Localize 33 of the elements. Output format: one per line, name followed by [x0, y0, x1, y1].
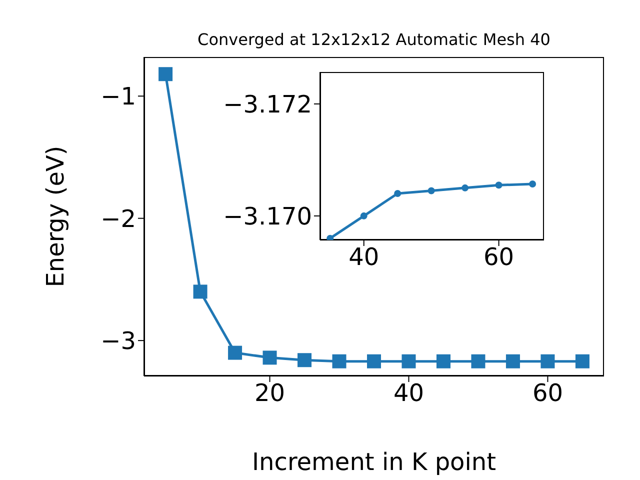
point [262, 350, 277, 365]
point [575, 354, 590, 368]
y-tick-label: −1 [100, 82, 136, 111]
chart-title: Converged at 12x12x12 Automatic Mesh 40 [196, 30, 552, 49]
point [228, 346, 242, 360]
y-tick-label: −3.170 [223, 202, 312, 230]
point [529, 180, 536, 188]
point [428, 187, 435, 194]
x-tick-label: 40 [348, 243, 380, 272]
point [158, 67, 173, 82]
point [332, 354, 346, 368]
point [326, 234, 334, 240]
point [471, 354, 486, 368]
x-tick-label: 60 [484, 243, 514, 272]
point [402, 354, 416, 368]
point [394, 190, 402, 198]
point [436, 354, 450, 368]
point [540, 354, 555, 368]
point [367, 354, 381, 368]
y-tick-label: −3 [100, 327, 136, 356]
y-tick-label: −2 [100, 204, 136, 233]
point [298, 353, 312, 368]
x-tick-label: 20 [254, 379, 286, 408]
y-tick-label: −3.172 [223, 90, 312, 118]
point [193, 284, 208, 299]
x-tick-label: 40 [393, 379, 424, 408]
x-axis-title: Increment in K point [252, 448, 496, 476]
x-tick-label: 60 [532, 379, 563, 408]
point [506, 354, 520, 368]
point [495, 182, 502, 189]
point [360, 212, 368, 220]
y-axis-title: Energy (eV) [42, 146, 70, 288]
point [462, 184, 469, 192]
